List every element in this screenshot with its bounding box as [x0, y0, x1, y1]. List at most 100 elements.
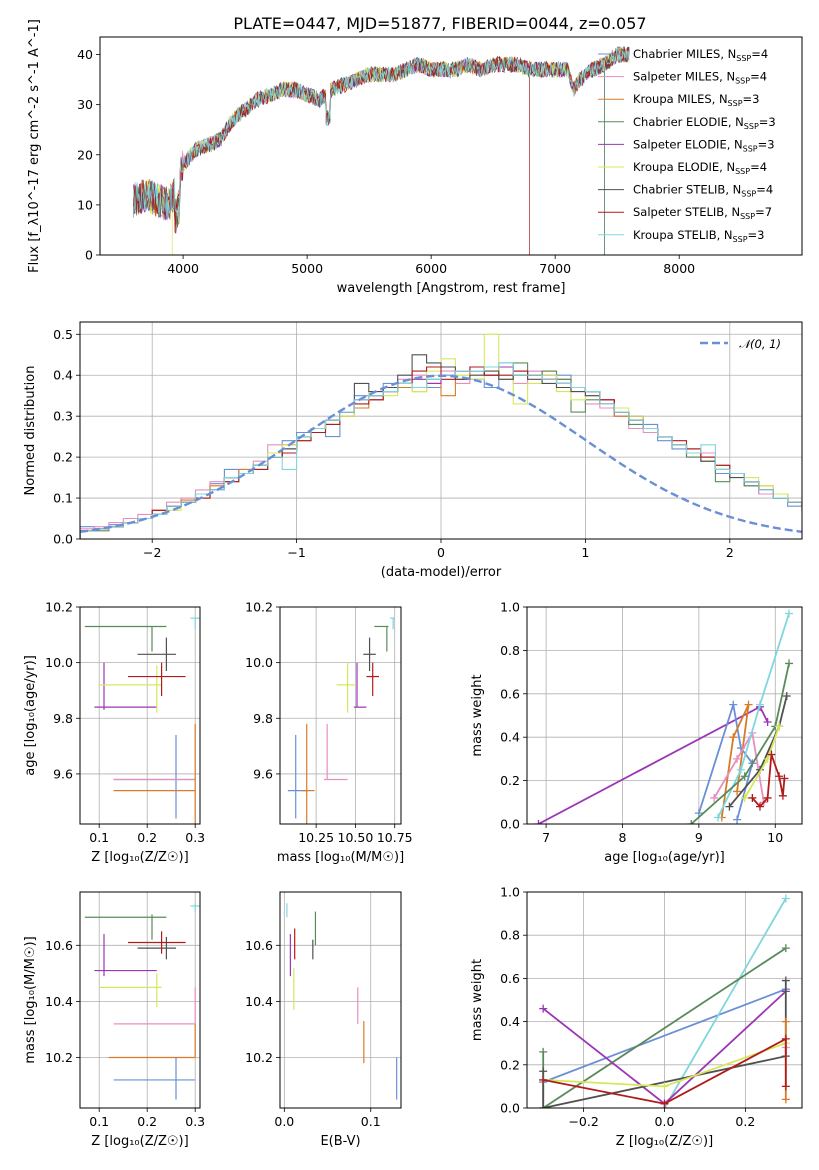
legend-subscript: SSP — [733, 235, 748, 244]
x-tick-label: −0.2 — [568, 1114, 598, 1129]
plot-area — [539, 894, 790, 1108]
legend-label-rest: =3 — [759, 115, 776, 129]
weight-series — [539, 1034, 790, 1108]
y-tick-label: 0.4 — [500, 1014, 520, 1029]
x-tick-label: 0.1 — [89, 830, 109, 845]
data-point — [366, 662, 379, 697]
y-tick-label: 0.6 — [500, 686, 520, 701]
x-tick-label: 0.1 — [89, 1114, 109, 1129]
y-tick-label: 0.2 — [500, 773, 520, 788]
weight-line — [728, 695, 788, 808]
y-axis-label: mass weight — [470, 674, 485, 756]
legend-subscript: SSP — [744, 122, 759, 131]
y-tick-label: 10.0 — [245, 655, 273, 670]
legend-label-rest: =3 — [743, 92, 760, 106]
y-tick-label: 10.4 — [45, 994, 73, 1009]
data-point — [113, 987, 196, 1025]
plot-area — [84, 617, 200, 824]
plus-marker — [781, 944, 790, 953]
y-tick-label: 10.2 — [245, 1050, 273, 1065]
legend-label: Salpeter MILES, NSSP=4 — [633, 70, 767, 86]
plus-marker — [736, 765, 745, 774]
x-tick-label: 6000 — [415, 261, 447, 276]
data-point — [113, 734, 196, 819]
plus-marker — [781, 894, 790, 903]
legend: 𝒩(0, 1) — [700, 337, 781, 351]
plus-marker — [781, 976, 790, 985]
axes-frame — [526, 891, 803, 1109]
data-point — [113, 723, 196, 824]
plus-marker — [534, 820, 543, 824]
data-point — [99, 665, 162, 713]
data-point — [94, 662, 157, 710]
x-tick-label: −1 — [287, 545, 305, 560]
plus-marker — [660, 1082, 669, 1091]
x-tick-label: 2 — [726, 545, 734, 560]
panel-residual-histogram: −2 −1 0 1 2 0.0 0.1 0.2 0.3 0.4 0.5 (data-model)/er… — [23, 321, 803, 580]
legend-label-rest: =4 — [756, 183, 773, 197]
y-tick-label: 0.0 — [500, 1101, 520, 1116]
plus-marker — [748, 793, 757, 802]
y-axis-label: mass weight — [470, 959, 485, 1041]
weight-line — [717, 613, 790, 818]
histogram-step — [80, 362, 802, 539]
data-point — [84, 625, 167, 652]
plot-area — [84, 903, 200, 1100]
x-axis-label: Z [log₁₀(Z/Z☉)] — [91, 850, 188, 865]
plus-marker — [687, 820, 696, 824]
x-tick-label: 0.2 — [137, 830, 157, 845]
legend-label: Kroupa ELODIE, NSSP=4 — [633, 160, 767, 176]
weight-line — [690, 663, 790, 824]
plot-area — [287, 617, 395, 824]
x-axis-label: age [log₁₀(age/yr)] — [604, 850, 725, 865]
legend-label: Chabrier ELODIE, NSSP=3 — [633, 115, 776, 131]
y-tick-label: 0.1 — [53, 491, 73, 506]
data-point — [108, 1023, 196, 1059]
data-point — [287, 734, 309, 819]
data-point — [84, 914, 167, 940]
spectrum-line — [133, 46, 630, 219]
y-tick-label: 20 — [77, 147, 93, 162]
histogram-step — [80, 362, 802, 539]
x-tick-label: 0.0 — [274, 1114, 294, 1129]
plus-marker — [755, 700, 764, 709]
x-axis-label: wavelength [Angstrom, rest frame] — [337, 281, 566, 296]
plus-marker — [778, 791, 787, 800]
data-point — [94, 934, 157, 977]
axes-frame — [79, 606, 201, 825]
data-point — [324, 723, 348, 781]
legend-label: Kroupa MILES, NSSP=3 — [633, 92, 759, 108]
x-tick-label: 5000 — [291, 261, 323, 276]
plus-marker — [740, 772, 749, 781]
y-tick-label: 9.8 — [53, 711, 73, 726]
panel-mass-vs-metallicity: 0.1 0.2 0.3 10.2 10.4 10.6 Z [log₁₀(Z/Z☉)] mass… — [23, 891, 205, 1149]
data-point — [336, 662, 356, 713]
y-tick-label: 10.6 — [45, 938, 73, 953]
legend-label-rest: =4 — [751, 47, 768, 61]
x-tick-label: 4000 — [167, 261, 199, 276]
y-tick-label: 0.4 — [500, 730, 520, 745]
plus-marker — [733, 787, 742, 796]
data-point — [374, 625, 389, 652]
x-tick-label: 10 — [767, 830, 783, 845]
y-tick-label: 0.8 — [500, 643, 520, 658]
plus-marker — [767, 750, 776, 759]
legend-label-rest: =4 — [750, 70, 767, 84]
legend-label: Chabrier MILES, NSSP=4 — [633, 47, 768, 63]
legend-subscript: SSP — [740, 212, 755, 221]
plus-marker — [539, 1067, 548, 1076]
plus-marker — [781, 1034, 790, 1043]
x-axis-label: E(B-V) — [320, 1134, 360, 1149]
plus-marker — [694, 809, 703, 818]
plus-marker — [785, 659, 794, 668]
plus-marker — [755, 802, 764, 811]
x-tick-label: 7 — [542, 830, 550, 845]
axes-frame — [99, 36, 803, 256]
x-tick-label: 8 — [619, 830, 627, 845]
panel-mass-vs-extinction: 0.0 0.1 10.2 10.4 10.6 E(B-V) — [245, 891, 402, 1149]
legend-subscript: SSP — [736, 54, 751, 63]
legend-label: 𝒩(0, 1) — [739, 337, 781, 351]
spectrum-line — [133, 46, 630, 255]
plus-marker — [781, 1095, 790, 1104]
data-point — [190, 617, 200, 630]
